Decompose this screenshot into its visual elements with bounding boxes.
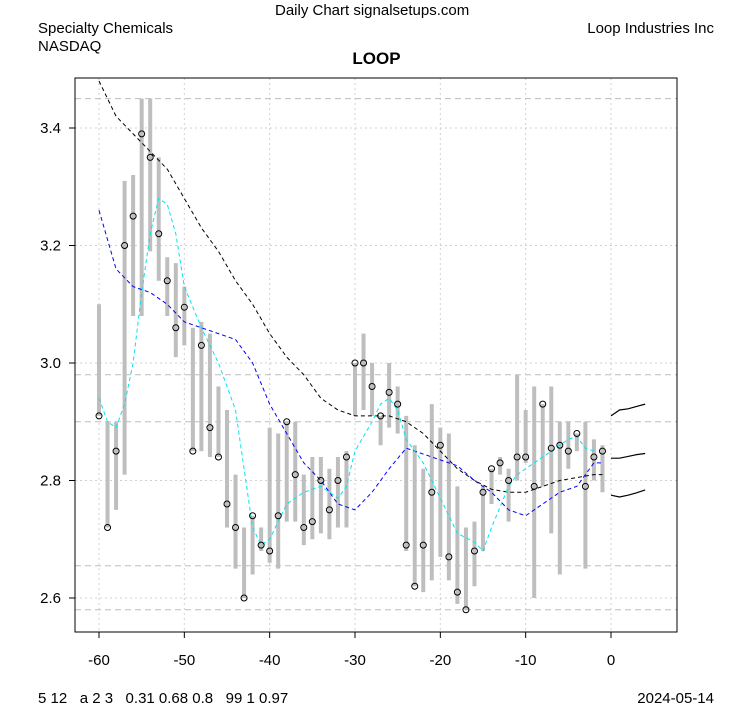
close-point [436, 441, 444, 449]
close-point [377, 412, 385, 420]
close-point [334, 477, 342, 484]
y-tick-label: 3.2 [40, 238, 61, 255]
close-point [342, 453, 350, 461]
close-point [411, 582, 419, 590]
y-tick-label: 3.0 [40, 355, 61, 372]
projection-line [611, 452, 646, 459]
close-point [214, 453, 222, 461]
close-point [266, 547, 274, 555]
close-point [590, 453, 598, 461]
close-point [155, 230, 163, 238]
close-point [573, 430, 581, 437]
site-title: Daily Chart signalsetups.com [275, 2, 470, 19]
close-point [368, 383, 376, 390]
close-point [112, 447, 120, 455]
close-point [522, 453, 530, 461]
close-point [385, 388, 393, 396]
x-tick-label: -30 [344, 652, 366, 669]
close-point [317, 477, 325, 484]
x-tick-label: -10 [515, 652, 537, 669]
close-point [394, 400, 402, 408]
company-name: Loop Industries Inc [587, 20, 714, 37]
close-point [163, 277, 171, 285]
x-tick-label: -20 [429, 652, 451, 669]
close-point [445, 553, 453, 561]
close-point [240, 594, 248, 602]
projection-line [610, 489, 646, 498]
close-point [146, 153, 154, 161]
y-tick-label: 3.4 [40, 120, 61, 137]
close-point [513, 453, 521, 461]
x-tick-label: -60 [88, 652, 110, 669]
close-point [360, 359, 368, 367]
close-point [581, 482, 589, 490]
close-point [462, 606, 470, 614]
close-point [479, 488, 487, 496]
close-point [138, 130, 146, 138]
close-point [180, 303, 188, 311]
close-point [556, 441, 564, 449]
close-point [274, 512, 282, 520]
close-point [453, 588, 461, 596]
close-point [428, 488, 436, 496]
close-point [257, 541, 265, 549]
x-tick-label: -40 [259, 652, 281, 669]
close-point [249, 512, 257, 520]
close-point [547, 444, 555, 452]
chart-title: LOOP [352, 49, 401, 68]
close-point [104, 524, 112, 531]
close-point [402, 541, 410, 549]
close-point [129, 212, 137, 220]
series-fast-line [98, 197, 595, 552]
close-point [232, 524, 240, 531]
close-point [564, 447, 572, 455]
close-point [308, 518, 316, 526]
projection-line [610, 403, 646, 417]
close-point [488, 465, 496, 473]
close-point [95, 412, 103, 420]
close-point [283, 418, 291, 426]
x-tick-label: -50 [173, 652, 195, 669]
plot-frame [74, 77, 678, 633]
close-point [505, 477, 513, 484]
close-point [325, 506, 333, 514]
footer-date: 2024-05-14 [637, 690, 714, 707]
y-tick-label: 2.8 [40, 473, 61, 490]
series-mid-line [98, 210, 603, 517]
exchange-label: NASDAQ [38, 38, 102, 55]
close-point [300, 524, 308, 531]
close-point [121, 242, 129, 249]
close-point [351, 359, 359, 367]
close-point [291, 471, 299, 479]
footer-params: 5 12 a 2 3 0.31 0.68 0.8 99 1 0.97 [38, 690, 289, 707]
close-point [539, 400, 547, 408]
close-point [197, 341, 205, 349]
close-point [172, 324, 180, 332]
close-point [598, 447, 606, 455]
close-point [419, 541, 427, 549]
close-point [206, 424, 214, 432]
sector-label: Specialty Chemicals [38, 20, 174, 37]
close-point [223, 500, 231, 508]
close-point [496, 459, 504, 467]
close-point [470, 547, 478, 555]
close-point [189, 447, 197, 455]
x-tick-label: 0 [607, 652, 615, 669]
series-slow-line [98, 80, 603, 493]
y-tick-label: 2.6 [40, 590, 61, 607]
close-point [530, 482, 538, 490]
